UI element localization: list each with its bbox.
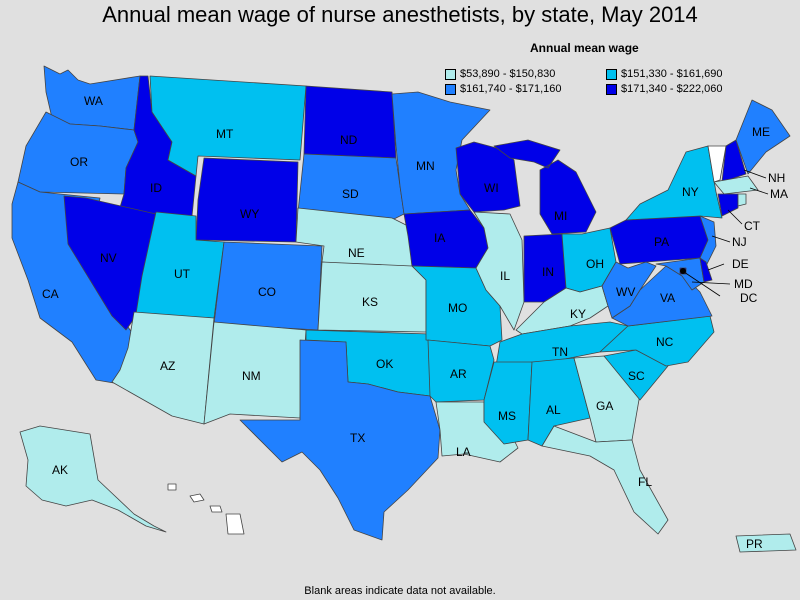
- state-DE[interactable]: [699, 257, 713, 283]
- legend-swatch-2: [606, 68, 617, 80]
- label-IA: IA: [434, 231, 445, 245]
- state-ND[interactable]: [303, 85, 397, 159]
- label-KS: KS: [362, 295, 378, 309]
- legend-label-4: $171,340 - $222,060: [621, 83, 723, 95]
- label-MI: MI: [554, 209, 567, 223]
- leader-nh: [743, 169, 767, 179]
- label-IN: IN: [542, 265, 554, 279]
- label-LA: LA: [456, 445, 471, 459]
- legend-swatch-4: [606, 83, 617, 95]
- label-WV: WV: [616, 285, 635, 299]
- state-IA[interactable]: [403, 209, 489, 269]
- legend-item-3: $161,740 - $171,160: [445, 83, 562, 95]
- legend-label-2: $151,330 - $161,690: [621, 68, 723, 80]
- state-WV[interactable]: [601, 261, 657, 319]
- state-FL[interactable]: [541, 425, 669, 535]
- label-WY: WY: [240, 207, 259, 221]
- state-WY[interactable]: [195, 157, 299, 243]
- label-NC: NC: [656, 335, 674, 349]
- state-IL[interactable]: [473, 211, 525, 331]
- leader-md: [691, 281, 731, 285]
- label-AR: AR: [450, 367, 467, 381]
- label-IL: IL: [500, 269, 510, 283]
- leader-dc: [683, 271, 721, 297]
- label-SC: SC: [628, 369, 645, 383]
- state-CT[interactable]: [717, 193, 739, 217]
- state-SD[interactable]: [297, 153, 405, 223]
- label-MT: MT: [216, 127, 234, 141]
- label-DC: DC: [740, 291, 758, 305]
- label-SD: SD: [342, 187, 359, 201]
- state-NH[interactable]: [721, 139, 747, 183]
- label-ND: ND: [340, 133, 358, 147]
- label-NE: NE: [348, 246, 365, 260]
- state-NY[interactable]: [625, 145, 723, 221]
- label-WA: WA: [84, 94, 103, 108]
- label-NY: NY: [682, 185, 699, 199]
- legend-swatch-3: [445, 83, 456, 95]
- label-MD: MD: [734, 277, 753, 291]
- state-NM[interactable]: [203, 321, 307, 425]
- state-TX[interactable]: [239, 339, 441, 541]
- label-OH: OH: [586, 257, 604, 271]
- legend-label-1: $53,890 - $150,830: [460, 68, 556, 80]
- legend-item-2: $151,330 - $161,690: [606, 68, 723, 80]
- label-KY: KY: [570, 307, 586, 321]
- state-VT[interactable]: [707, 145, 727, 183]
- label-WI: WI: [484, 181, 499, 195]
- label-AZ: AZ: [160, 359, 175, 373]
- map-title: Annual mean wage of nurse anesthetists, …: [102, 2, 698, 27]
- label-AL: AL: [546, 403, 561, 417]
- state-PR[interactable]: [735, 533, 797, 553]
- label-OK: OK: [376, 357, 393, 371]
- state-MA[interactable]: [713, 175, 759, 195]
- label-UT: UT: [174, 267, 191, 281]
- state-HI[interactable]: [167, 483, 245, 535]
- dc-marker: [680, 268, 686, 274]
- label-PA: PA: [654, 235, 669, 249]
- leader-nj: [711, 235, 731, 243]
- leader-ct: [727, 209, 743, 225]
- label-AK: AK: [52, 463, 68, 477]
- leader-ma: [749, 187, 769, 195]
- label-FL: FL: [638, 475, 652, 489]
- label-MA: MA: [770, 187, 788, 201]
- label-PR: PR: [746, 537, 763, 551]
- label-NM: NM: [242, 369, 261, 383]
- state-ME[interactable]: [735, 99, 791, 175]
- label-DE: DE: [732, 257, 749, 271]
- label-NH: NH: [768, 171, 785, 185]
- legend-swatch-1: [445, 68, 456, 80]
- label-GA: GA: [596, 399, 613, 413]
- label-MO: MO: [448, 301, 467, 315]
- legend-item-1: $53,890 - $150,830: [445, 68, 555, 80]
- label-MS: MS: [498, 409, 516, 423]
- legend-title: Annual mean wage: [530, 41, 639, 55]
- state-WI[interactable]: [455, 141, 521, 213]
- footnote: Blank areas indicate data not available.: [304, 585, 496, 597]
- state-MT[interactable]: [149, 75, 307, 177]
- label-NJ: NJ: [732, 235, 747, 249]
- leader-de: [707, 263, 725, 271]
- label-ME: ME: [752, 125, 770, 139]
- legend-label-3: $161,740 - $171,160: [460, 83, 562, 95]
- label-TX: TX: [350, 431, 365, 445]
- state-MI[interactable]: [493, 139, 597, 235]
- state-labels: WA OR CA ID NV MT WY UT AZ CO NM ND SD N…: [42, 94, 788, 551]
- label-CO: CO: [258, 285, 276, 299]
- label-NV: NV: [100, 251, 117, 265]
- label-VA: VA: [660, 291, 675, 305]
- state-MN[interactable]: [391, 91, 491, 215]
- label-MN: MN: [416, 159, 435, 173]
- label-CT: CT: [744, 219, 761, 233]
- legend-item-4: $171,340 - $222,060: [606, 83, 723, 95]
- label-CA: CA: [42, 287, 59, 301]
- label-OR: OR: [70, 155, 88, 169]
- label-TN: TN: [552, 345, 568, 359]
- state-RI[interactable]: [737, 193, 747, 207]
- state-AK[interactable]: [19, 425, 167, 533]
- label-ID: ID: [150, 181, 162, 195]
